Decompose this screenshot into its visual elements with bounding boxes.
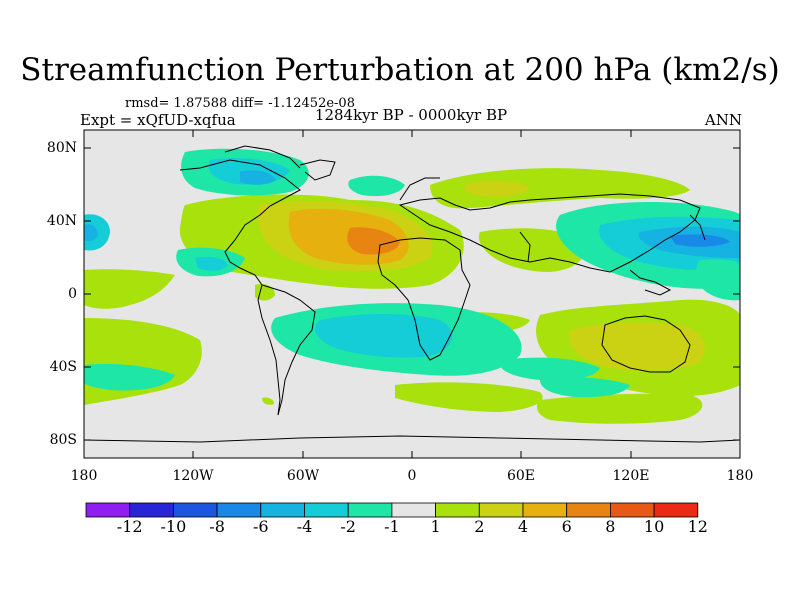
colorbar-swatch [129,502,174,518]
colorbar-label: 2 [474,517,485,536]
stats-line: rmsd= 1.87588 diff= -1.12452e-08 [125,96,355,111]
colorbar-swatch [304,502,349,518]
colorbar-label: -2 [340,517,356,536]
colorbar-swatch [435,502,480,518]
colorbar-label: -6 [253,517,269,536]
negative-anomaly-contours [84,148,740,398]
colorbar-label: 10 [643,517,665,536]
colorbar-swatch [610,502,655,518]
colorbar-swatch [566,502,611,518]
colorbar-label: -8 [209,517,225,536]
colorbar [85,502,699,518]
lon-label: 120W [172,468,214,484]
colorbar-swatch [522,502,568,518]
colorbar-swatch [260,502,305,518]
colorbar-label: 8 [605,517,616,536]
map-panel [84,130,740,458]
colorbar-label: 4 [517,517,529,536]
lat-label: 40N [46,213,77,229]
axis-ticks [84,130,740,458]
season-label: ANN [704,111,742,129]
colorbar-label: -10 [160,517,187,536]
colorbar-label: 1 [430,517,441,536]
colorbar-swatch [653,502,699,518]
plot-title: Streamfunction Perturbation at 200 hPa (… [20,52,780,88]
colorbar-swatch [85,502,131,518]
lat-label: 80N [46,140,77,156]
lon-label: 60E [506,468,536,484]
coastlines [84,145,740,443]
colorbar-swatch [172,502,218,518]
colorbar-label: 6 [561,517,572,536]
colorbar-label: -1 [384,517,400,536]
colorbar-swatch [347,502,393,518]
lon-label: 120E [612,468,650,484]
lat-label: 80S [49,432,77,448]
colorbar-label: -12 [116,517,143,536]
lon-label: 180 [70,468,98,484]
colorbar-label: -4 [296,517,313,536]
colorbar-label: 12 [687,517,708,536]
colorbar-swatch [391,502,436,518]
experiment-label: Expt = xQfUD-xqfua [80,111,236,129]
lon-label: 0 [407,468,417,484]
lat-label: 40S [49,359,77,375]
colorbar-swatch [478,502,524,518]
colorbar-swatch [216,502,262,518]
lon-label: 60W [286,468,320,484]
lat-label: 0 [68,286,77,302]
lon-label: 180 [726,468,754,484]
period-label: 1284kyr BP - 0000kyr BP [314,106,508,124]
